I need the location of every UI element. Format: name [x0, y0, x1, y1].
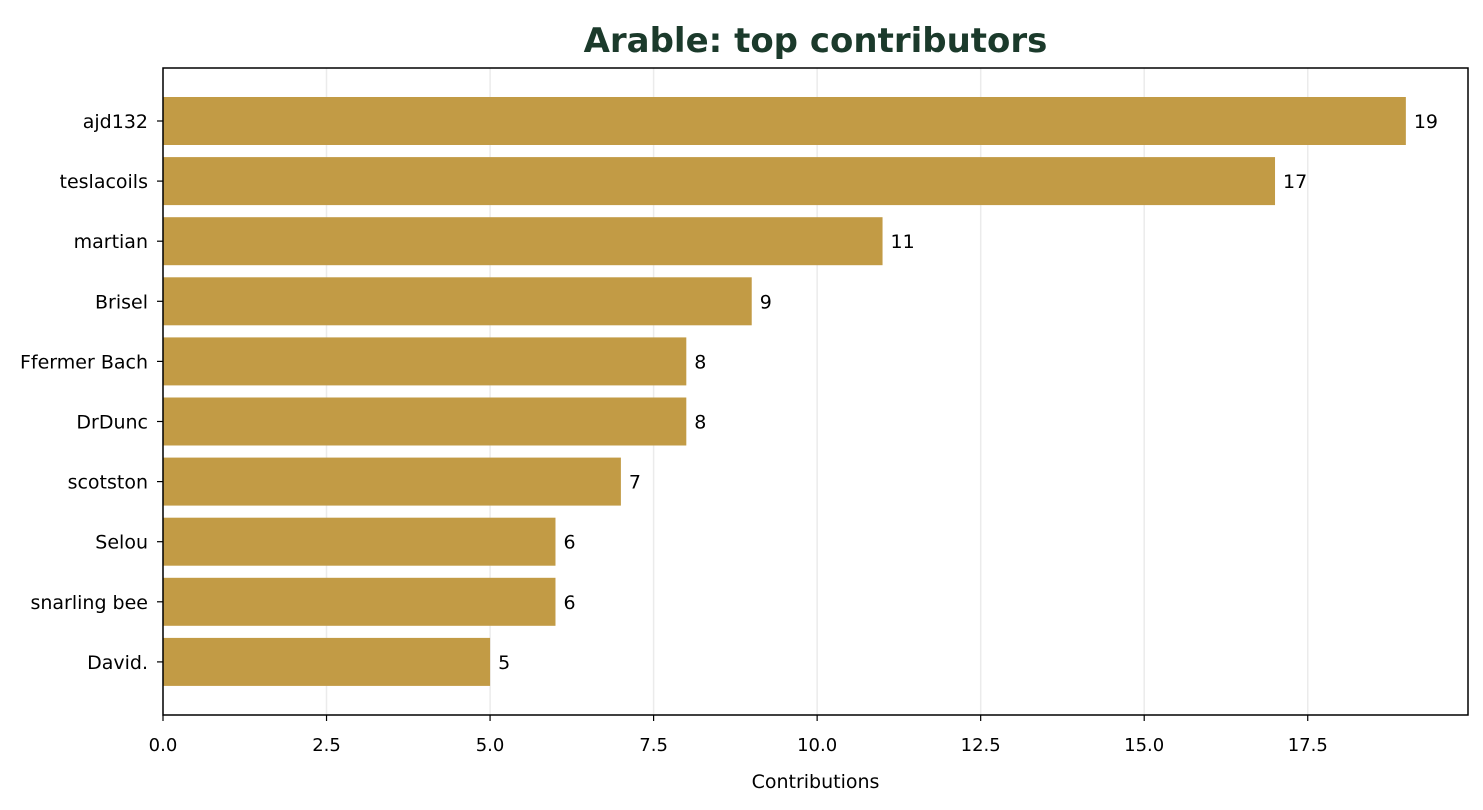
x-tick-label: 0.0	[149, 735, 178, 756]
data-label: 8	[694, 351, 706, 373]
bar	[163, 577, 556, 626]
category-label: David.	[87, 652, 148, 674]
bars	[163, 97, 1406, 686]
bar	[163, 277, 752, 326]
chart-title: Arable: top contributors	[583, 21, 1048, 61]
data-labels: 19 17 11 9 8 8 7 6 6 5	[498, 111, 1438, 674]
x-tick-label: 15.0	[1124, 735, 1164, 756]
bar	[163, 457, 621, 506]
plot-frame	[162, 67, 1469, 716]
category-label: scotston	[68, 472, 148, 494]
data-label: 17	[1283, 171, 1307, 193]
bar	[163, 157, 1276, 206]
x-tick-label: 17.5	[1288, 735, 1328, 756]
data-label: 9	[760, 291, 772, 313]
bar	[163, 217, 883, 266]
data-label: 6	[563, 532, 575, 554]
data-label: 6	[563, 592, 575, 614]
bar	[163, 637, 491, 686]
data-label: 8	[694, 412, 706, 434]
data-label: 5	[498, 652, 510, 674]
category-label: teslacoils	[60, 171, 149, 193]
category-label: Brisel	[95, 291, 148, 313]
category-label: snarling bee	[30, 592, 148, 614]
category-label: martian	[74, 231, 148, 253]
x-axis-label: Contributions	[752, 771, 880, 793]
bar	[163, 337, 687, 386]
data-label: 11	[891, 231, 915, 253]
category-label: ajd132	[83, 111, 148, 133]
category-label: Ffermer Bach	[20, 351, 148, 373]
x-tick-label: 12.5	[961, 735, 1001, 756]
bar	[163, 517, 556, 566]
bar	[163, 97, 1406, 145]
data-label: 7	[629, 472, 641, 494]
y-axis-ticks: ajd132 teslacoils martian Brisel Ffermer Bac…	[20, 111, 163, 674]
data-label: 19	[1414, 111, 1438, 133]
category-label: Selou	[95, 532, 148, 554]
x-tick-label: 7.5	[639, 735, 668, 756]
category-label: DrDunc	[76, 412, 148, 434]
x-tick-label: 10.0	[797, 735, 837, 756]
bar	[163, 397, 687, 446]
x-tick-label: 5.0	[476, 735, 505, 756]
x-tick-label: 2.5	[312, 735, 341, 756]
x-axis-ticks: 0.0 2.5 5.0 7.5 10.0 12.5 15.0 17.5	[149, 715, 1328, 756]
